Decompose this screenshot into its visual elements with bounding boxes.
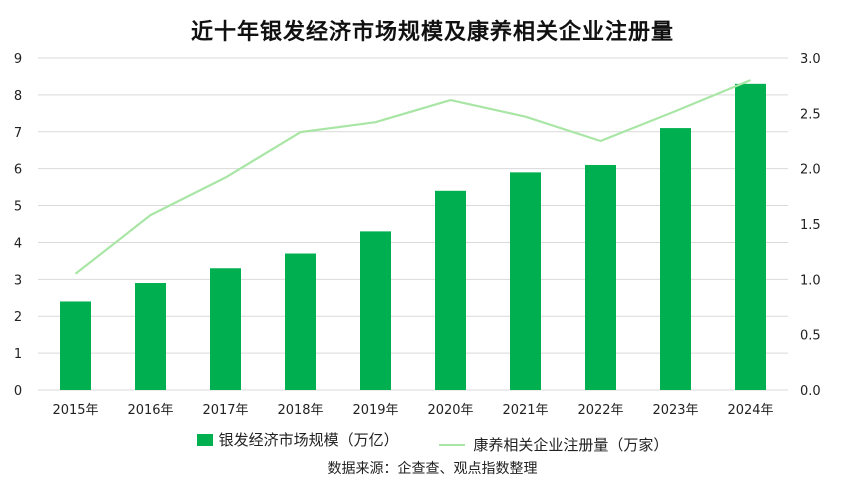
y-right-tick-label: 3.0 xyxy=(800,52,821,67)
bar xyxy=(360,231,391,390)
y-right-tick-label: 1.0 xyxy=(800,273,821,288)
chart-plot: 0 1 2 3 4 5 6 7 8 9 0.0 0.5 1.0 1.5 2.0 2.5 3.0 2015年 2016… xyxy=(14,52,821,418)
bar xyxy=(510,172,541,390)
bar xyxy=(135,283,166,390)
chart-legend: 银发经济市场规模（万亿） 康养相关企业注册量（万家） xyxy=(0,429,865,455)
x-tick-label: 2015年 xyxy=(52,403,98,418)
y-right-tick-label: 2.0 xyxy=(800,163,821,178)
x-tick-label: 2024年 xyxy=(727,403,773,418)
bar xyxy=(585,164,616,390)
y-right-tick-label: 2.5 xyxy=(800,107,821,122)
y-left-tick-label: 2 xyxy=(14,310,22,325)
bar xyxy=(285,253,316,390)
source-note: 数据来源：企查查、观点指数整理 xyxy=(327,461,538,477)
bar xyxy=(60,301,91,390)
y-left-tick-label: 5 xyxy=(14,200,22,215)
legend-item-bar: 银发经济市场规模（万亿） xyxy=(196,429,399,450)
y-left-tick-label: 9 xyxy=(14,52,22,67)
y-left-tick-label: 4 xyxy=(14,236,22,251)
x-tick-label: 2019年 xyxy=(352,403,398,418)
x-tick-label: 2020年 xyxy=(427,403,473,418)
y-left-tick-label: 8 xyxy=(14,89,22,104)
legend-label-bar: 银发经济市场规模（万亿） xyxy=(218,431,399,449)
y-left-tick-label: 7 xyxy=(14,126,22,141)
x-tick-label: 2016年 xyxy=(127,403,173,418)
x-tick-label: 2018年 xyxy=(277,403,323,418)
bar xyxy=(435,190,466,390)
chart-title: 近十年银发经济市场规模及康养相关企业注册量 xyxy=(190,20,674,45)
y-left-tick-label: 0 xyxy=(14,384,22,399)
legend-swatch-line xyxy=(439,443,466,446)
bar xyxy=(660,128,691,391)
y-right-tick-label: 0.0 xyxy=(800,384,821,399)
x-tick-label: 2023年 xyxy=(652,403,698,418)
bar xyxy=(210,268,241,390)
legend-swatch-bar xyxy=(196,433,213,446)
series-line xyxy=(74,79,751,275)
y-left-tick-label: 1 xyxy=(14,347,22,362)
x-tick-label: 2022年 xyxy=(577,403,623,418)
y-left-tick-label: 6 xyxy=(14,163,22,178)
x-tick-label: 2021年 xyxy=(502,403,548,418)
legend-item-line: 康养相关企业注册量（万家） xyxy=(439,434,668,455)
y-right-tick-label: 0.5 xyxy=(800,329,821,344)
bar xyxy=(735,83,766,391)
x-tick-label: 2017年 xyxy=(202,403,248,418)
y-left-tick-label: 3 xyxy=(14,273,22,288)
legend-label-line: 康养相关企业注册量（万家） xyxy=(473,436,669,454)
y-right-tick-label: 1.5 xyxy=(800,218,821,233)
